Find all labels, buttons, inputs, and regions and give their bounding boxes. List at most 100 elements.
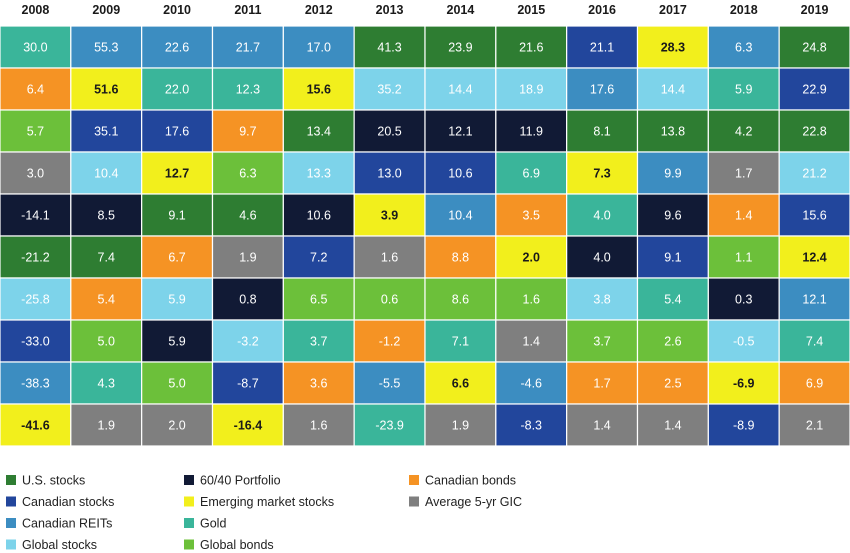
cell-value-2017-4: 9.9 xyxy=(664,167,681,181)
cell-value-2015-2: 18.9 xyxy=(519,83,543,97)
cell-2017-cad xyxy=(636,235,709,279)
cell-2011-cbonds xyxy=(211,109,284,153)
cell-value-2009-6: 7.4 xyxy=(98,251,115,265)
year-header-2019: 2019 xyxy=(801,3,829,17)
cell-2009-global xyxy=(70,151,143,195)
year-header-2011: 2011 xyxy=(234,3,261,17)
cell-2018-global xyxy=(707,319,780,363)
cell-2019-us xyxy=(778,109,850,153)
cell-2017-p6040 xyxy=(636,193,709,237)
cell-value-2008-1: 30.0 xyxy=(23,41,47,55)
cell-value-2016-7: 3.8 xyxy=(593,293,610,307)
legend-label-global: Global stocks xyxy=(22,538,97,552)
cell-2009-p6040 xyxy=(70,193,143,237)
legend-swatch-gold xyxy=(184,518,194,528)
cell-2013-reit xyxy=(353,361,426,405)
cell-value-2018-10: -8.9 xyxy=(733,419,755,433)
cell-2013-global xyxy=(353,67,426,111)
cell-value-2017-6: 9.1 xyxy=(664,251,681,265)
cell-2015-em xyxy=(495,235,568,279)
legend-label-em: Emerging market stocks xyxy=(200,495,334,509)
cell-value-2015-9: -4.6 xyxy=(520,377,542,391)
cell-2019-gold xyxy=(778,319,850,363)
cell-value-2009-3: 35.1 xyxy=(94,125,118,139)
legend-swatch-reit xyxy=(6,518,16,528)
year-header-2015: 2015 xyxy=(517,3,545,17)
cell-value-2013-8: -1.2 xyxy=(379,335,401,349)
cell-2010-us xyxy=(141,193,214,237)
cell-2013-gbonds xyxy=(353,277,426,321)
cell-value-2015-6: 2.0 xyxy=(523,251,540,265)
cell-value-2013-4: 13.0 xyxy=(377,167,401,181)
cell-value-2014-4: 10.6 xyxy=(448,167,472,181)
cell-value-2019-3: 22.8 xyxy=(802,125,826,139)
cell-value-2011-10: -16.4 xyxy=(234,419,263,433)
legend-label-reit: Canadian REITs xyxy=(22,517,112,531)
cell-value-2018-9: -6.9 xyxy=(733,377,755,391)
cell-value-2019-10: 2.1 xyxy=(806,419,823,433)
cell-2011-us xyxy=(211,193,284,237)
cell-value-2011-7: 0.8 xyxy=(239,293,256,307)
cell-value-2019-1: 24.8 xyxy=(802,41,826,55)
cell-2014-cbonds xyxy=(424,235,497,279)
cell-2011-gbonds xyxy=(211,151,284,195)
cell-value-2017-3: 13.8 xyxy=(661,125,685,139)
cell-value-2008-3: 5.7 xyxy=(27,125,44,139)
cell-2018-cad xyxy=(707,403,780,447)
cell-value-2015-1: 21.6 xyxy=(519,41,543,55)
cell-value-2008-2: 6.4 xyxy=(27,83,44,97)
cell-2011-cad xyxy=(211,361,284,405)
cell-value-2014-6: 8.8 xyxy=(452,251,469,265)
cell-value-2008-7: -25.8 xyxy=(21,293,50,307)
cell-2014-gold xyxy=(424,319,497,363)
legend-swatch-em xyxy=(184,496,194,507)
cell-value-2018-6: 1.1 xyxy=(735,251,752,265)
cell-value-2010-4: 12.7 xyxy=(165,167,189,181)
cell-value-2014-10: 1.9 xyxy=(452,419,469,433)
cell-value-2012-9: 3.6 xyxy=(310,377,327,391)
cell-value-2015-5: 3.5 xyxy=(523,209,540,223)
cell-value-2017-5: 9.6 xyxy=(664,209,681,223)
cell-value-2019-8: 7.4 xyxy=(806,335,823,349)
cell-value-2017-8: 2.6 xyxy=(664,335,681,349)
year-header-2014: 2014 xyxy=(447,3,475,17)
legend-label-cad: Canadian stocks xyxy=(22,495,114,509)
cell-value-2019-5: 15.6 xyxy=(802,209,826,223)
cell-2018-em xyxy=(707,361,780,405)
cell-value-2016-4: 7.3 xyxy=(593,167,610,181)
cell-2011-global xyxy=(211,319,284,363)
cell-value-2016-3: 8.1 xyxy=(593,125,610,139)
year-header-2018: 2018 xyxy=(730,3,758,17)
cell-value-2012-8: 3.7 xyxy=(310,335,327,349)
cell-value-2011-1: 21.7 xyxy=(236,41,260,55)
cell-value-2014-7: 8.6 xyxy=(452,293,469,307)
cell-2014-p6040 xyxy=(424,109,497,153)
cell-2016-cad xyxy=(566,25,639,69)
cell-2017-cbonds xyxy=(636,361,709,405)
cell-value-2010-2: 22.0 xyxy=(165,83,189,97)
cell-2017-reit xyxy=(636,151,709,195)
cell-value-2013-5: 3.9 xyxy=(381,209,398,223)
legend-swatch-gbonds xyxy=(184,539,194,550)
cell-2009-reit xyxy=(70,25,143,69)
cell-2011-p6040 xyxy=(211,277,284,321)
cell-value-2017-10: 1.4 xyxy=(664,419,681,433)
cell-2008-global xyxy=(0,277,72,321)
cell-value-2012-4: 13.3 xyxy=(307,167,331,181)
cell-value-2017-9: 2.5 xyxy=(664,377,681,391)
cell-value-2015-4: 6.9 xyxy=(523,167,540,181)
cell-2019-reit xyxy=(778,277,850,321)
cell-value-2012-10: 1.6 xyxy=(310,419,327,433)
cell-value-2017-2: 14.4 xyxy=(661,83,685,97)
cell-value-2009-9: 4.3 xyxy=(98,377,115,391)
cell-2010-global xyxy=(141,277,214,321)
cell-value-2014-8: 7.1 xyxy=(452,335,469,349)
cell-value-2019-9: 6.9 xyxy=(806,377,823,391)
cell-2016-gic xyxy=(566,403,639,447)
cell-2009-gic xyxy=(70,403,143,447)
cell-2012-gic xyxy=(282,403,355,447)
cell-value-2014-1: 23.9 xyxy=(448,41,472,55)
cell-value-2010-10: 2.0 xyxy=(168,419,185,433)
cell-2013-cad xyxy=(353,151,426,195)
